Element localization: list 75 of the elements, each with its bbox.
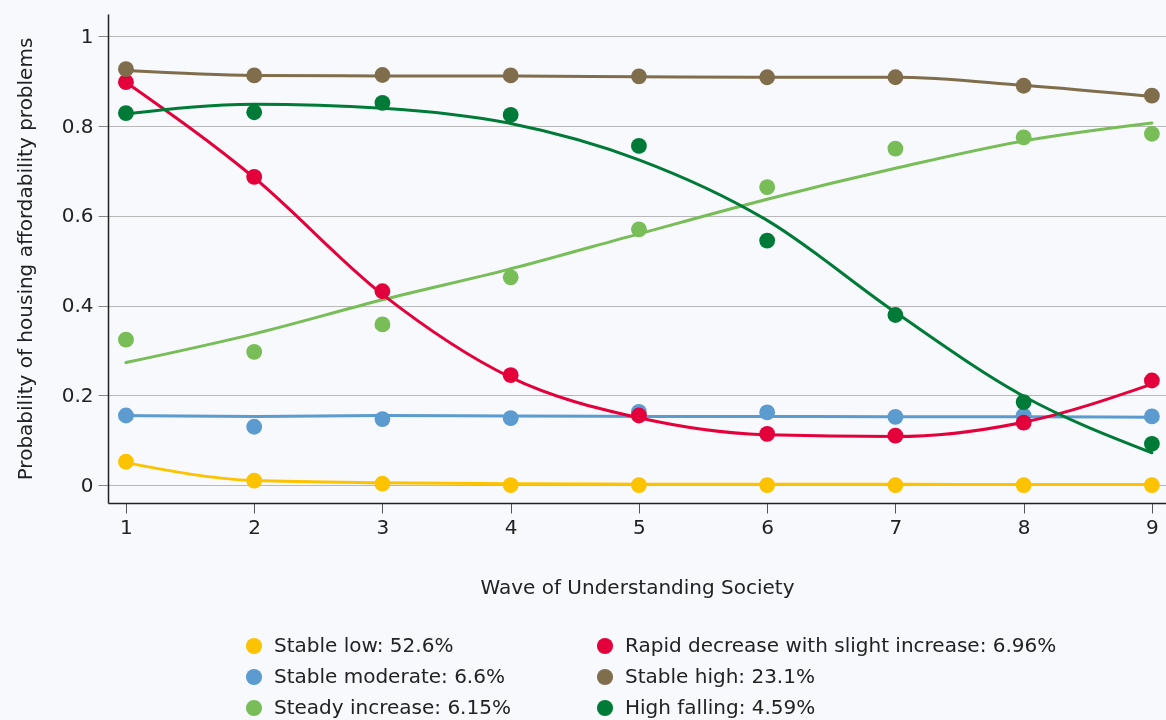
point [118,453,134,470]
y-tick-label: 0.8 [61,113,94,138]
point [246,104,263,121]
point [118,61,134,78]
point [374,475,391,492]
y-tick-label: 0.6 [61,203,94,228]
point [118,105,134,122]
y-axis-title: Probability of housing affordability problems [12,37,37,481]
legend-label: Stable moderate: 6.6% [274,664,505,688]
point [1015,414,1032,431]
point [246,472,263,489]
x-tick-label: 8 [1017,514,1031,539]
x-tick-label: 5 [633,514,646,539]
point [374,316,391,333]
point [1015,129,1032,146]
point [1143,125,1160,142]
legend-label: Rapid decrease with slight increase: 6.96% [625,633,1057,657]
legend-label: High falling: 4.59% [625,695,816,719]
point [246,67,263,84]
point [118,407,134,424]
point [887,427,904,444]
point [887,307,904,323]
point [374,67,391,83]
y-tick-label: 1 [80,23,94,48]
x-tick-label: 9 [1146,514,1159,539]
x-tick-label: 3 [376,514,390,539]
y-tick-label: 0.4 [61,293,94,318]
point [631,68,647,85]
y-tick-label: 0 [80,472,94,497]
point [1143,87,1160,104]
point [246,418,263,435]
point [631,407,647,424]
x-tick-label: 2 [248,514,262,539]
point [1143,408,1160,425]
x-tick-label: 1 [120,514,133,539]
point [118,331,134,348]
point [502,67,519,84]
point [1015,477,1032,493]
point [374,411,391,427]
point [887,140,904,157]
point [1143,435,1160,452]
point [631,477,647,493]
point [502,367,519,384]
point [887,408,904,425]
x-axis-title: Wave of Understanding Society [480,574,795,599]
legend-label: Stable high: 23.1% [625,664,815,688]
point [1143,477,1160,493]
point [374,283,391,300]
point [502,410,519,427]
point [118,74,134,91]
point [759,232,776,249]
y-tick-label: 0.2 [61,382,94,407]
x-tick-label: 6 [761,514,775,539]
point [759,477,776,493]
point [759,69,776,86]
point [1015,77,1032,94]
legend-label: Stable low: 52.6% [274,633,454,657]
point [1015,394,1032,410]
legend-label: Steady increase: 6.15% [274,695,511,719]
point [631,138,647,154]
point [759,179,776,196]
point [1143,372,1160,389]
point [246,168,263,185]
point [887,69,904,86]
point [502,477,519,493]
point [502,107,519,123]
point [759,426,776,442]
point [246,343,263,360]
x-tick-label: 7 [889,514,903,539]
point [759,404,776,421]
point [887,477,904,493]
x-tick-label: 4 [504,514,518,539]
point [502,269,519,286]
point [631,221,647,238]
point [374,94,391,111]
